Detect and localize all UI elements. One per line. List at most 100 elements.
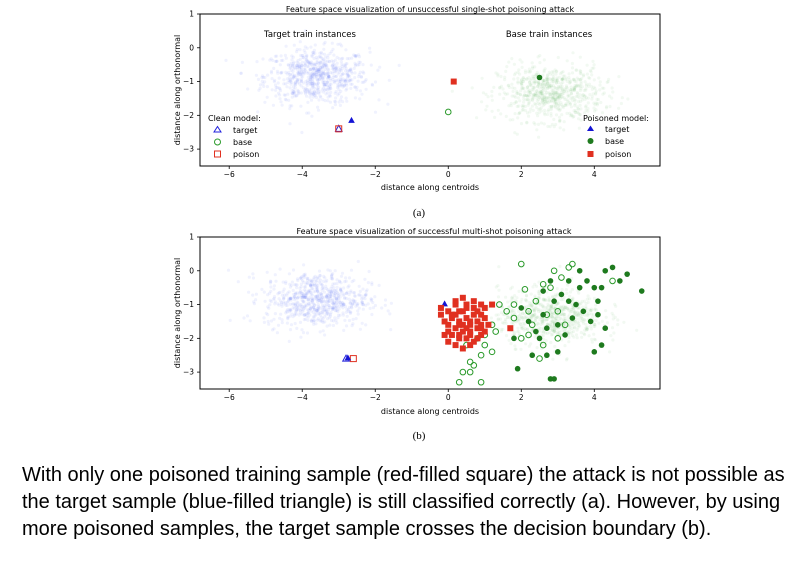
train-instance-dot — [557, 95, 561, 99]
train-instance-dot — [594, 303, 598, 307]
train-instance-dot — [322, 42, 326, 46]
train-instance-dot — [331, 301, 335, 305]
train-instance-dot — [327, 292, 331, 296]
train-instance-dot — [322, 315, 327, 319]
train-instance-dot — [546, 78, 550, 82]
train-instance-dot — [501, 87, 505, 91]
train-instance-dot — [579, 82, 583, 86]
train-instance-dot — [280, 318, 284, 322]
train-instance-dot — [343, 296, 347, 300]
train-instance-dot — [572, 87, 576, 92]
train-instance-dot — [348, 78, 352, 82]
train-instance-dot — [552, 75, 556, 79]
train-instance-dot — [333, 67, 337, 71]
train-instance-dot — [383, 303, 387, 307]
train-instance-dot — [569, 88, 573, 92]
train-instance-dot — [328, 94, 332, 98]
train-instance-dot — [513, 347, 517, 351]
train-instance-dot — [303, 304, 307, 308]
train-instance-dot — [299, 282, 303, 286]
train-instance-dot — [547, 304, 551, 308]
train-instance-dot — [553, 99, 557, 103]
train-instance-dot — [303, 29, 307, 33]
train-instance-dot — [566, 93, 570, 97]
train-instance-dot — [294, 75, 298, 79]
train-instance-dot — [558, 316, 562, 320]
train-instance-dot — [554, 101, 558, 105]
train-instance-dot — [308, 289, 312, 293]
train-instance-dot — [337, 100, 341, 104]
train-instance-dot — [551, 99, 556, 103]
train-instance-dot — [536, 85, 540, 89]
train-instance-dot — [345, 87, 349, 91]
train-instance-dot — [299, 289, 303, 293]
train-instance-dot — [354, 54, 358, 58]
train-instance-dot — [358, 89, 362, 93]
train-instance-dot — [337, 307, 341, 311]
train-instance-dot — [282, 295, 286, 299]
x-tick-label: −4 — [297, 170, 308, 179]
train-instance-dot — [510, 82, 514, 86]
train-instance-dot — [545, 74, 550, 78]
train-instance-dot — [537, 108, 541, 112]
train-instance-dot — [328, 292, 332, 297]
train-instance-dot — [299, 78, 303, 82]
train-instance-dot — [554, 90, 558, 94]
train-instance-dot — [228, 318, 232, 322]
train-instance-dot — [574, 94, 579, 98]
train-instance-dot — [360, 80, 364, 84]
poisoned-poison-point — [463, 304, 470, 311]
train-instance-dot — [269, 280, 273, 284]
train-instance-dot — [317, 55, 321, 59]
train-instance-dot — [520, 78, 524, 82]
train-instance-dot — [569, 89, 573, 93]
train-instance-dot — [344, 291, 349, 295]
train-instance-dot — [601, 92, 605, 96]
train-instance-dot — [324, 63, 328, 67]
train-instance-dot — [529, 107, 533, 111]
train-instance-dot — [561, 80, 565, 84]
train-instance-dot — [296, 295, 301, 299]
train-instance-dot — [577, 126, 582, 130]
train-instance-dot — [297, 64, 301, 69]
train-instance-dot — [263, 299, 267, 303]
train-instance-dot — [303, 295, 307, 299]
train-instance-dot — [363, 277, 367, 281]
chart-a-legend-poisoned: Poisoned model: target base poison — [583, 114, 649, 159]
train-instance-dot — [564, 76, 568, 80]
train-instance-dot — [291, 61, 295, 65]
train-instance-dot — [335, 65, 339, 69]
train-instance-dot — [554, 70, 559, 74]
train-instance-dot — [319, 297, 324, 301]
train-instance-dot — [288, 73, 292, 77]
train-instance-dot — [556, 96, 560, 100]
train-instance-dot — [522, 104, 526, 108]
train-instance-dot — [543, 98, 547, 102]
train-instance-dot — [356, 63, 360, 67]
train-instance-dot — [536, 81, 540, 85]
train-instance-dot — [341, 100, 345, 104]
train-instance-dot — [296, 92, 300, 96]
train-instance-dot — [521, 79, 525, 84]
train-instance-dot — [341, 77, 345, 81]
train-instance-dot — [553, 90, 558, 94]
train-instance-dot — [539, 85, 544, 89]
train-instance-dot — [347, 276, 352, 280]
train-instance-dot — [523, 90, 527, 94]
train-instance-dot — [513, 86, 517, 90]
train-instance-dot — [300, 295, 305, 299]
train-instance-dot — [272, 287, 276, 291]
train-instance-dot — [527, 344, 531, 348]
train-instance-dot — [581, 305, 585, 309]
train-instance-dot — [545, 79, 550, 84]
train-instance-dot — [295, 64, 299, 68]
train-instance-dot — [338, 313, 342, 317]
train-instance-dot — [565, 79, 569, 83]
train-instance-dot — [309, 278, 313, 282]
train-instance-dot — [321, 320, 325, 324]
train-instance-dot — [556, 107, 560, 111]
train-instance-dot — [557, 319, 562, 323]
train-instance-dot — [315, 297, 319, 301]
train-instance-dot — [562, 128, 566, 132]
train-instance-dot — [522, 77, 527, 82]
